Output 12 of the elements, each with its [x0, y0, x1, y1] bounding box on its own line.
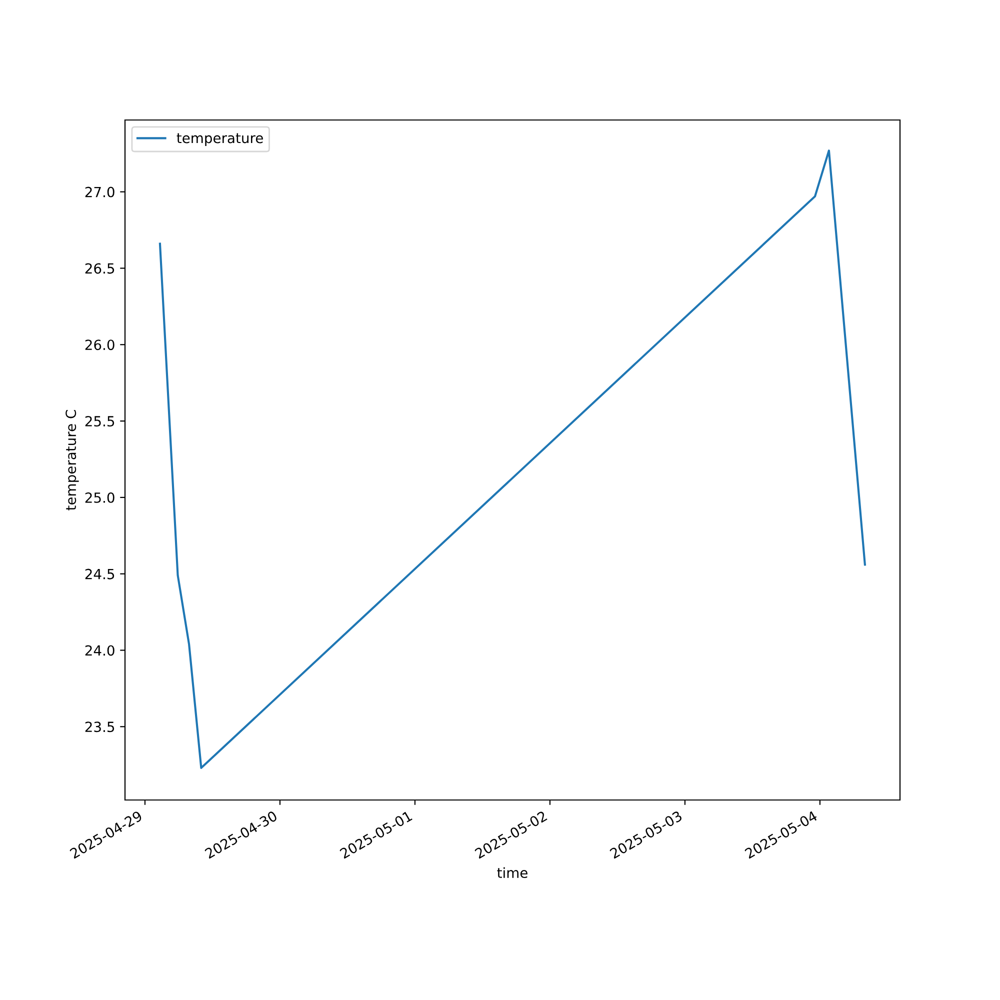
- y-tick-label: 26.0: [85, 340, 114, 350]
- y-tick-label: 24.5: [85, 568, 114, 580]
- y-tick-label: 23.5: [85, 722, 114, 732]
- y-tick-label: 26.5: [85, 263, 114, 274]
- y-tick-label: 27.0: [85, 186, 114, 198]
- legend-label: temperature: [176, 133, 263, 146]
- y-tick-label: 25.5: [85, 416, 114, 427]
- x-axis-title: time: [497, 867, 528, 878]
- y-axis-title: temperature C: [66, 410, 79, 510]
- y-tick-label: 24.0: [85, 645, 114, 656]
- line-series: [158, 150, 866, 769]
- y-tick-label: 25.0: [85, 492, 114, 503]
